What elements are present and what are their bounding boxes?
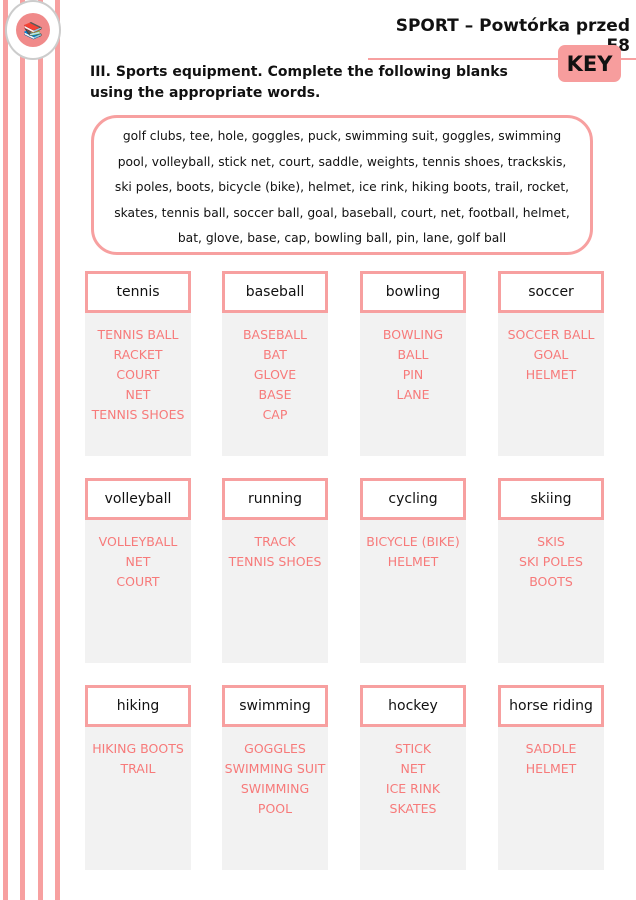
margin-stripe (38, 0, 43, 900)
category-hockey: hockey STICK NET ICE RINK SKATES (360, 685, 466, 870)
answer-list: TENNIS BALL RACKET COURT NET TENNIS SHOES (85, 313, 191, 456)
category-header: hiking (85, 685, 191, 727)
answer: LANE (396, 387, 430, 402)
word-bank: golf clubs, tee, hole, goggles, puck, sw… (91, 115, 593, 255)
answer: TRAIL (120, 761, 156, 776)
answer-list: BICYCLE (BIKE) HELMET (360, 520, 466, 663)
category-header: swimming (222, 685, 328, 727)
category-header: hockey (360, 685, 466, 727)
answer: HELMET (387, 554, 439, 569)
category-bowling: bowling BOWLING BALL PIN LANE (360, 271, 466, 456)
answer-list: GOGGLES SWIMMING SUIT SWIMMING POOL (222, 727, 328, 870)
category-running: running TRACK TENNIS SHOES (222, 478, 328, 663)
answer: PIN (402, 367, 424, 382)
margin-stripe (3, 0, 8, 900)
answer: BOWLING (382, 327, 444, 342)
answer: ICE RINK (385, 781, 441, 796)
category-horse-riding: horse riding SADDLE HELMET (498, 685, 604, 870)
answer: HELMET (525, 367, 577, 382)
category-soccer: soccer SOCCER BALL GOAL HELMET (498, 271, 604, 456)
answer: TRACK (254, 534, 296, 549)
margin-stripe (55, 0, 60, 900)
answer: NET (125, 387, 151, 402)
category-baseball: baseball BASEBALL BAT GLOVE BASE CAP (222, 271, 328, 456)
answer: BALL (397, 347, 429, 362)
category-header: volleyball (85, 478, 191, 520)
category-hiking: hiking HIKING BOOTS TRAIL (85, 685, 191, 870)
answer: GOAL (533, 347, 569, 362)
answer: SWIMMING POOL (240, 781, 310, 816)
category-header: skiing (498, 478, 604, 520)
category-volleyball: volleyball VOLLEYBALL NET COURT (85, 478, 191, 663)
answer: BAT (263, 347, 287, 362)
answer-list: HIKING BOOTS TRAIL (85, 727, 191, 870)
answer: TENNIS SHOES (91, 407, 185, 422)
answer-list: SKIS SKI POLES BOOTS (498, 520, 604, 663)
answer-list: BASEBALL BAT GLOVE BASE CAP (222, 313, 328, 456)
category-tennis: tennis TENNIS BALL RACKET COURT NET TENNIS SH… (85, 271, 191, 456)
answer: HIKING BOOTS (92, 741, 184, 756)
answer: SKIS (537, 534, 565, 549)
answer: RACKET (113, 347, 163, 362)
answer: BOOTS (529, 574, 573, 589)
answer: GLOVE (253, 367, 297, 382)
answer-list: STICK NET ICE RINK SKATES (360, 727, 466, 870)
answer: SKI POLES (519, 554, 583, 569)
answer: SKATES (389, 801, 437, 816)
answer: BICYCLE (BIKE) (366, 534, 460, 549)
answer: VOLLEYBALL (98, 534, 178, 549)
answer: COURT (116, 367, 160, 382)
key-badge: KEY (558, 45, 621, 82)
category-cycling: cycling BICYCLE (BIKE) HELMET (360, 478, 466, 663)
answer: TENNIS BALL (97, 327, 179, 342)
category-header: running (222, 478, 328, 520)
answer: BASE (258, 387, 292, 402)
answer: CAP (262, 407, 288, 422)
answer: GOGGLES (244, 741, 306, 756)
answer-list: SADDLE HELMET (498, 727, 604, 870)
answer: SADDLE (525, 741, 577, 756)
answer: STICK (394, 741, 432, 756)
books-icon: 📚 (16, 13, 50, 47)
answer-list: VOLLEYBALL NET COURT (85, 520, 191, 663)
answer-list: TRACK TENNIS SHOES (222, 520, 328, 663)
answer-list: SOCCER BALL GOAL HELMET (498, 313, 604, 456)
esl-logo: 📚 (5, 0, 61, 60)
instructions: III. Sports equipment. Complete the foll… (90, 64, 508, 101)
category-header: soccer (498, 271, 604, 313)
answer: BASEBALL (242, 327, 307, 342)
category-header: horse riding (498, 685, 604, 727)
answer: NET (125, 554, 151, 569)
margin-stripe (20, 0, 25, 900)
answer: HELMET (525, 761, 577, 776)
answer: SOCCER BALL (507, 327, 595, 342)
category-header: bowling (360, 271, 466, 313)
category-skiing: skiing SKIS SKI POLES BOOTS (498, 478, 604, 663)
answer: SWIMMING SUIT (224, 761, 326, 776)
category-swimming: swimming GOGGLES SWIMMING SUIT SWIMMING POO… (222, 685, 328, 870)
answer: COURT (116, 574, 160, 589)
answer: TENNIS SHOES (228, 554, 322, 569)
category-header: tennis (85, 271, 191, 313)
answer: NET (400, 761, 426, 776)
category-header: cycling (360, 478, 466, 520)
category-header: baseball (222, 271, 328, 313)
answer-list: BOWLING BALL PIN LANE (360, 313, 466, 456)
